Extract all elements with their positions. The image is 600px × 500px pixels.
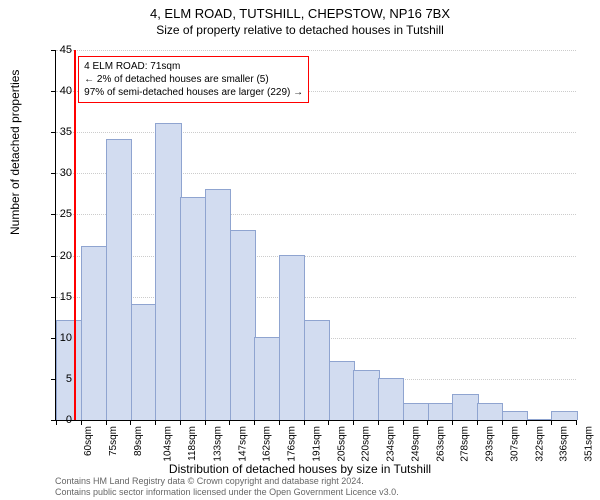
xtick-label: 133sqm — [212, 426, 223, 462]
ytick-label: 0 — [47, 414, 72, 426]
xtick-mark — [130, 420, 131, 425]
info-box-line: 4 ELM ROAD: 71sqm — [84, 60, 303, 73]
xtick-label: 307sqm — [510, 426, 521, 462]
xtick-mark — [229, 420, 230, 425]
xtick-mark — [452, 420, 453, 425]
xtick-label: 220sqm — [361, 426, 372, 462]
xtick-mark — [378, 420, 379, 425]
histogram-bar — [155, 123, 181, 420]
xtick-label: 234sqm — [386, 426, 397, 462]
xtick-mark — [205, 420, 206, 425]
xtick-label: 278sqm — [460, 426, 471, 462]
xtick-mark — [155, 420, 156, 425]
xtick-mark — [180, 420, 181, 425]
xtick-label: 351sqm — [584, 426, 595, 462]
histogram-bar — [477, 403, 503, 420]
xtick-label: 176sqm — [287, 426, 298, 462]
xtick-label: 293sqm — [485, 426, 496, 462]
xtick-mark — [81, 420, 82, 425]
gridline — [56, 297, 576, 298]
histogram-bar — [353, 370, 379, 420]
histogram-bar — [304, 320, 330, 420]
histogram-bar — [403, 403, 429, 420]
y-axis-label: Number of detached properties — [8, 70, 22, 235]
xtick-label: 336sqm — [559, 426, 570, 462]
ytick-label: 35 — [47, 126, 72, 138]
footer-line2: Contains public sector information licen… — [55, 487, 399, 498]
histogram-bar — [527, 419, 553, 420]
ytick-label: 20 — [47, 250, 72, 262]
x-axis-label: Distribution of detached houses by size … — [0, 462, 600, 476]
chart-plot-area: 4 ELM ROAD: 71sqm← 2% of detached houses… — [55, 50, 576, 421]
xtick-label: 205sqm — [336, 426, 347, 462]
ytick-label: 45 — [47, 44, 72, 56]
xtick-mark — [551, 420, 552, 425]
xtick-mark — [427, 420, 428, 425]
ytick-label: 25 — [47, 208, 72, 220]
xtick-mark — [576, 420, 577, 425]
ytick-label: 40 — [47, 85, 72, 97]
histogram-bar — [378, 378, 404, 420]
footer-attribution: Contains HM Land Registry data © Crown c… — [55, 476, 399, 498]
xtick-mark — [279, 420, 280, 425]
xtick-mark — [254, 420, 255, 425]
chart-title-sub: Size of property relative to detached ho… — [0, 21, 600, 37]
info-box-line: ← 2% of detached houses are smaller (5) — [84, 73, 303, 86]
xtick-mark — [106, 420, 107, 425]
xtick-label: 191sqm — [311, 426, 322, 462]
gridline — [56, 50, 576, 51]
property-info-box: 4 ELM ROAD: 71sqm← 2% of detached houses… — [78, 56, 309, 103]
xtick-label: 249sqm — [410, 426, 421, 462]
info-box-line: 97% of semi-detached houses are larger (… — [84, 86, 303, 99]
xtick-mark — [477, 420, 478, 425]
xtick-label: 60sqm — [83, 426, 94, 456]
footer-line1: Contains HM Land Registry data © Crown c… — [55, 476, 399, 487]
histogram-bar — [452, 394, 478, 420]
ytick-label: 5 — [47, 373, 72, 385]
histogram-bar — [329, 361, 355, 420]
histogram-bar — [551, 411, 577, 420]
gridline — [56, 173, 576, 174]
histogram-bar — [428, 403, 454, 420]
xtick-label: 75sqm — [108, 426, 119, 456]
histogram-bar — [230, 230, 256, 420]
xtick-label: 147sqm — [237, 426, 248, 462]
xtick-label: 104sqm — [163, 426, 174, 462]
gridline — [56, 132, 576, 133]
xtick-label: 322sqm — [534, 426, 545, 462]
xtick-mark — [353, 420, 354, 425]
ytick-label: 15 — [47, 291, 72, 303]
histogram-bar — [502, 411, 528, 420]
histogram-bar — [254, 337, 280, 420]
gridline — [56, 256, 576, 257]
chart-title-main: 4, ELM ROAD, TUTSHILL, CHEPSTOW, NP16 7B… — [0, 0, 600, 21]
xtick-mark — [502, 420, 503, 425]
histogram-bar — [81, 246, 107, 420]
xtick-label: 89sqm — [133, 426, 144, 456]
xtick-label: 263sqm — [435, 426, 446, 462]
histogram-bar — [180, 197, 206, 420]
histogram-bar — [279, 255, 305, 420]
xtick-mark — [304, 420, 305, 425]
histogram-bar — [205, 189, 231, 420]
xtick-label: 162sqm — [262, 426, 273, 462]
histogram-bar — [131, 304, 157, 420]
histogram-bar — [106, 139, 132, 420]
gridline — [56, 214, 576, 215]
ytick-label: 30 — [47, 167, 72, 179]
xtick-mark — [526, 420, 527, 425]
xtick-label: 118sqm — [187, 426, 198, 461]
xtick-mark — [328, 420, 329, 425]
ytick-label: 10 — [47, 332, 72, 344]
xtick-mark — [403, 420, 404, 425]
property-marker-line — [74, 50, 76, 420]
